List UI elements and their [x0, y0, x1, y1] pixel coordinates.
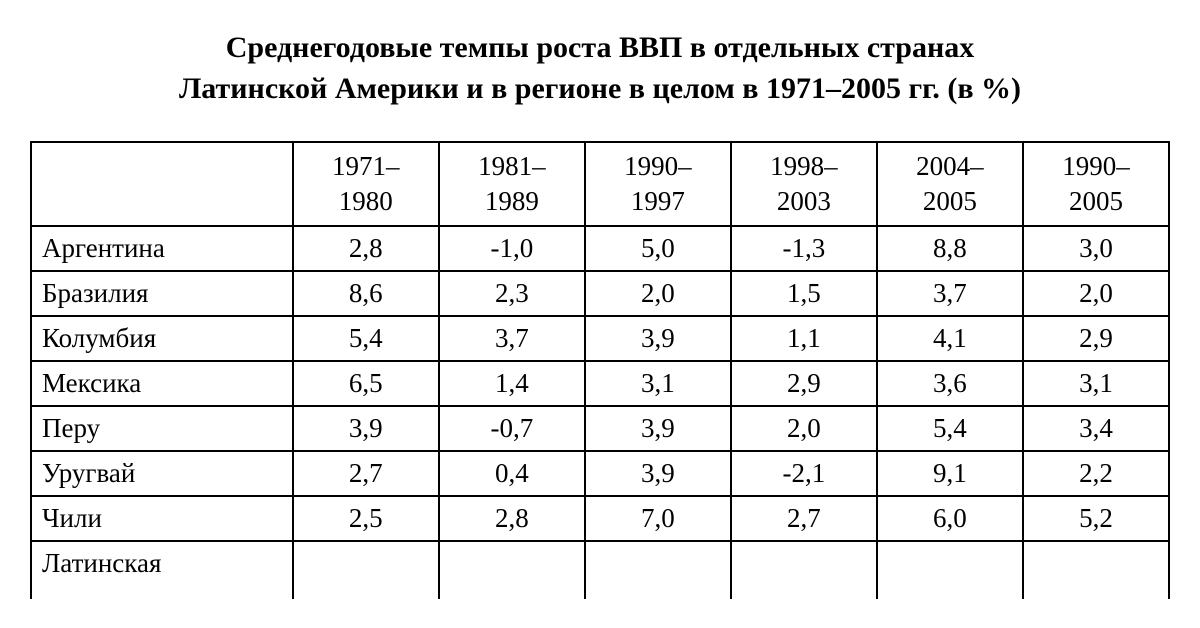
country-cell: Мексика: [31, 361, 293, 406]
col-header-bottom: 1997: [631, 186, 685, 216]
value-cell: 3,9: [293, 406, 439, 451]
value-cell: 6,0: [877, 496, 1023, 541]
value-cell: 4,1: [877, 316, 1023, 361]
value-cell: 3,9: [585, 451, 731, 496]
value-cell: 1,4: [439, 361, 585, 406]
value-cell: 3,7: [877, 271, 1023, 316]
col-header-top: 1998–: [770, 151, 838, 181]
value-cell: 3,4: [1023, 406, 1169, 451]
value-cell: 2,0: [1023, 271, 1169, 316]
value-cell: 2,0: [731, 406, 877, 451]
table-header-row: 1971– 1980 1981– 1989 1990– 1997 1998– 2…: [31, 142, 1169, 226]
value-cell: [293, 541, 439, 599]
value-cell: 1,1: [731, 316, 877, 361]
value-cell: 1,5: [731, 271, 877, 316]
value-cell: [1023, 541, 1169, 599]
gdp-table: 1971– 1980 1981– 1989 1990– 1997 1998– 2…: [30, 141, 1170, 599]
value-cell: 0,4: [439, 451, 585, 496]
value-cell: 3,0: [1023, 226, 1169, 271]
table-row: Бразилия 8,6 2,3 2,0 1,5 3,7 2,0: [31, 271, 1169, 316]
value-cell: 2,9: [731, 361, 877, 406]
country-cell: Аргентина: [31, 226, 293, 271]
value-cell: 2,9: [1023, 316, 1169, 361]
value-cell: [585, 541, 731, 599]
col-header-top: 2004–: [916, 151, 984, 181]
col-header-bottom: 2005: [1069, 186, 1123, 216]
col-header-1990-1997: 1990– 1997: [585, 142, 731, 226]
value-cell: 2,8: [293, 226, 439, 271]
value-cell: 5,4: [877, 406, 1023, 451]
country-cell: Уругвай: [31, 451, 293, 496]
value-cell: 2,7: [293, 451, 439, 496]
value-cell: 2,2: [1023, 451, 1169, 496]
table-row: Уругвай 2,7 0,4 3,9 -2,1 9,1 2,2: [31, 451, 1169, 496]
value-cell: 3,9: [585, 316, 731, 361]
country-cell: Колумбия: [31, 316, 293, 361]
col-header-top: 1990–: [624, 151, 692, 181]
country-cell: Бразилия: [31, 271, 293, 316]
value-cell: [877, 541, 1023, 599]
title-line-2: Латинской Америки и в регионе в целом в …: [179, 72, 1021, 105]
value-cell: [731, 541, 877, 599]
value-cell: 5,4: [293, 316, 439, 361]
value-cell: 3,6: [877, 361, 1023, 406]
value-cell: -1,3: [731, 226, 877, 271]
col-header-top: 1990–: [1062, 151, 1130, 181]
page-title: Среднегодовые темпы роста ВВП в отдельны…: [50, 28, 1150, 109]
col-header-top: 1971–: [332, 151, 400, 181]
col-header-bottom: 1980: [339, 186, 393, 216]
table-row: Аргентина 2,8 -1,0 5,0 -1,3 8,8 3,0: [31, 226, 1169, 271]
value-cell: 3,1: [585, 361, 731, 406]
col-header-bottom: 2005: [923, 186, 977, 216]
value-cell: 8,6: [293, 271, 439, 316]
country-cell: Латинская: [31, 541, 293, 599]
value-cell: -2,1: [731, 451, 877, 496]
value-cell: 3,7: [439, 316, 585, 361]
value-cell: [439, 541, 585, 599]
value-cell: 2,3: [439, 271, 585, 316]
value-cell: 5,2: [1023, 496, 1169, 541]
value-cell: 7,0: [585, 496, 731, 541]
col-header-1990-2005: 1990– 2005: [1023, 142, 1169, 226]
value-cell: 6,5: [293, 361, 439, 406]
value-cell: 5,0: [585, 226, 731, 271]
table-row: Перу 3,9 -0,7 3,9 2,0 5,4 3,4: [31, 406, 1169, 451]
col-header-1998-2003: 1998– 2003: [731, 142, 877, 226]
page: Среднегодовые темпы роста ВВП в отдельны…: [0, 0, 1200, 599]
table-row: Мексика 6,5 1,4 3,1 2,9 3,6 3,1: [31, 361, 1169, 406]
col-header-2004-2005: 2004– 2005: [877, 142, 1023, 226]
value-cell: 2,8: [439, 496, 585, 541]
value-cell: 2,7: [731, 496, 877, 541]
table-row: Чили 2,5 2,8 7,0 2,7 6,0 5,2: [31, 496, 1169, 541]
country-cell: Перу: [31, 406, 293, 451]
value-cell: 2,0: [585, 271, 731, 316]
col-header-1981-1989: 1981– 1989: [439, 142, 585, 226]
value-cell: 3,9: [585, 406, 731, 451]
value-cell: 8,8: [877, 226, 1023, 271]
col-header-1971-1980: 1971– 1980: [293, 142, 439, 226]
value-cell: 3,1: [1023, 361, 1169, 406]
value-cell: 9,1: [877, 451, 1023, 496]
value-cell: -0,7: [439, 406, 585, 451]
country-cell: Чили: [31, 496, 293, 541]
col-header-top: 1981–: [478, 151, 546, 181]
table-row-cutoff: Латинская: [31, 541, 1169, 599]
col-header-bottom: 2003: [777, 186, 831, 216]
value-cell: 2,5: [293, 496, 439, 541]
table-row: Колумбия 5,4 3,7 3,9 1,1 4,1 2,9: [31, 316, 1169, 361]
title-line-1: Среднегодовые темпы роста ВВП в отдельны…: [226, 31, 975, 64]
value-cell: -1,0: [439, 226, 585, 271]
col-header-bottom: 1989: [485, 186, 539, 216]
col-header-country: [31, 142, 293, 226]
